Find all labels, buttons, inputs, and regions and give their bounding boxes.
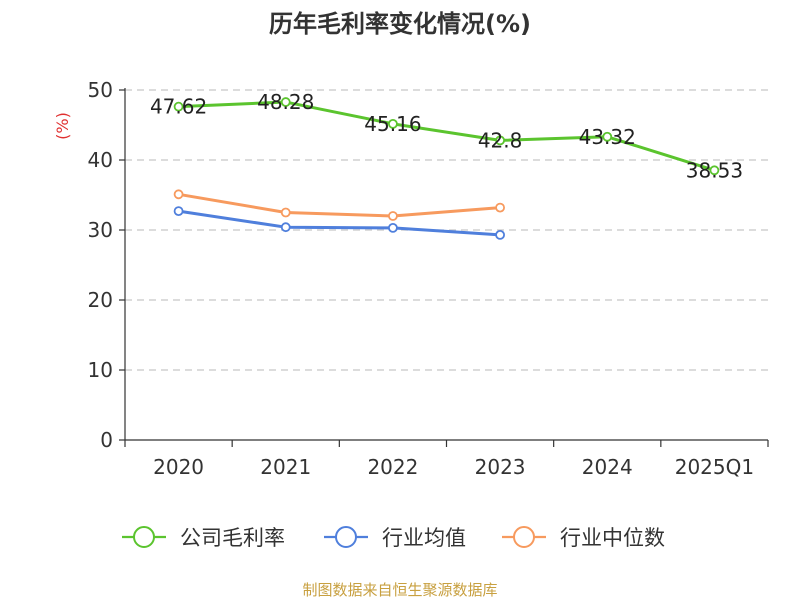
x-tick-label: 2024: [582, 455, 633, 479]
legend: 公司毛利率 行业均值 行业中位数: [122, 526, 665, 550]
series-group: [173, 97, 720, 240]
x-tick-label: 2022: [367, 455, 418, 479]
data-point: [173, 189, 184, 200]
data-point: [388, 211, 398, 221]
y-tick-label: 50: [88, 78, 113, 102]
series-line: [178, 209, 501, 237]
data-point: [495, 135, 505, 146]
legend-label: 行业中位数: [560, 526, 665, 550]
y-tick-label: 30: [88, 218, 113, 242]
data-point: [280, 222, 291, 233]
series-line: [178, 100, 715, 172]
legend-label: 行业均值: [382, 526, 466, 550]
legend-marker: [133, 526, 155, 548]
data-point: [388, 118, 398, 129]
y-axis-label: (%): [53, 112, 72, 140]
data-point: [280, 207, 291, 218]
data-point: [173, 206, 184, 217]
data-label: 38.53: [686, 158, 743, 182]
x-tick-label: 2021: [260, 455, 311, 479]
axes: 0 10 20 30 40 50 2020 2021 2022 2023 2024 2025Q1: [88, 78, 769, 479]
data-label: 43.32: [579, 125, 636, 149]
x-tick-label: 2020: [153, 455, 204, 479]
data-point: [602, 131, 613, 142]
data-point: [388, 222, 398, 233]
y-tick-label: 10: [88, 358, 113, 382]
data-label: 47.62: [150, 95, 207, 119]
data-point: [280, 97, 291, 107]
data-label: 45.16: [364, 112, 421, 136]
data-point: [495, 202, 505, 213]
legend-label: 公司毛利率: [180, 526, 285, 550]
series-line: [178, 192, 501, 218]
y-tick-label: 20: [88, 288, 113, 312]
data-labels: 47.62 48.28 45.16 42.8 43.32 38.53: [150, 90, 743, 182]
x-tick-label: 2025Q1: [675, 455, 754, 479]
data-label: 48.28: [257, 90, 314, 114]
chart-title: 历年毛利率变化情况(%): [269, 10, 531, 38]
data-label: 42.8: [478, 128, 523, 152]
legend-marker: [513, 526, 535, 548]
y-tick-label: 0: [100, 428, 113, 452]
data-point: [173, 101, 184, 112]
y-tick-label: 40: [88, 148, 113, 172]
legend-marker: [335, 526, 357, 548]
data-point: [495, 229, 505, 240]
x-tick-label: 2023: [475, 455, 526, 479]
source-note: 制图数据来自恒生聚源数据库: [302, 581, 497, 599]
data-point: [709, 165, 720, 176]
